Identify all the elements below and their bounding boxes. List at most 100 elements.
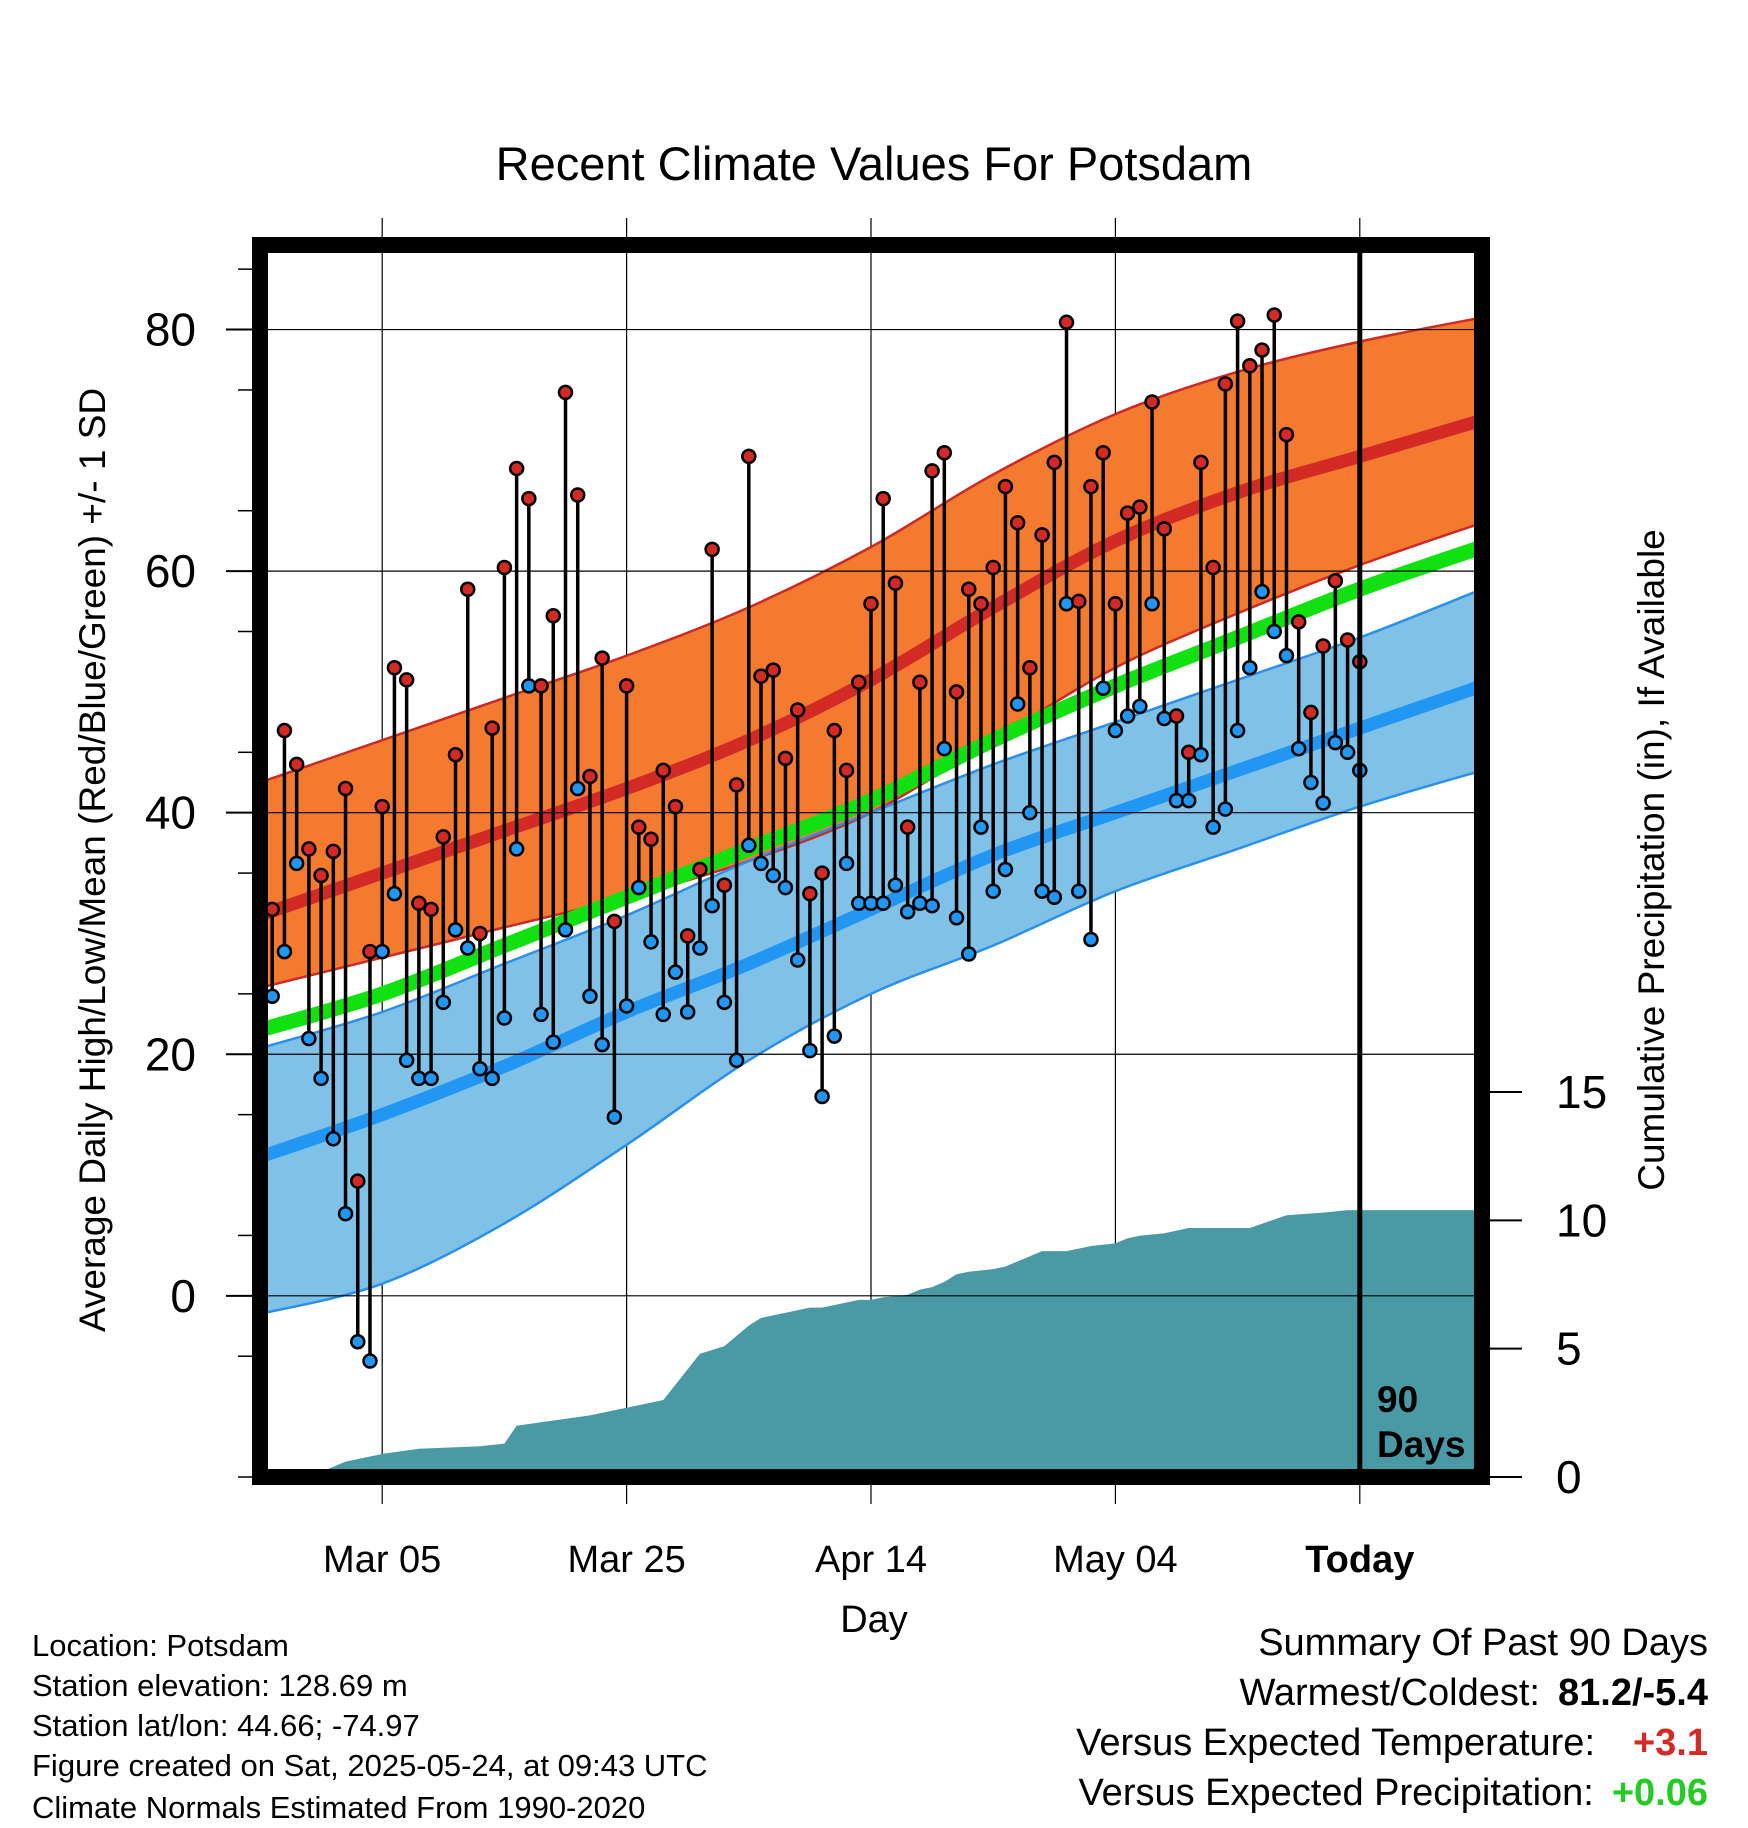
high-point (582, 768, 598, 785)
low-point (533, 1006, 549, 1023)
high-point (508, 460, 525, 477)
high-point (1009, 515, 1026, 531)
low-point (1327, 734, 1344, 751)
low-point (557, 922, 574, 938)
high-point (301, 841, 317, 857)
low-point (924, 897, 940, 914)
summary-warmest-coldest: Warmest/Coldest: 81.2/-5.4 (1239, 1672, 1708, 1715)
low-point (1290, 740, 1307, 757)
high-point (1278, 426, 1295, 443)
low-point (655, 1006, 672, 1023)
low-point (618, 998, 635, 1014)
low-point (1009, 696, 1026, 712)
high-point (276, 722, 293, 739)
low-lower-edge (260, 769, 1482, 1316)
low-point (1315, 795, 1331, 811)
latlon-text: Station lat/lon: 44.66; -74.97 (32, 1708, 420, 1743)
low-point (1303, 774, 1319, 791)
low-point (1254, 583, 1270, 600)
high-point (594, 650, 610, 666)
low-point (1034, 883, 1050, 899)
low-point (386, 885, 403, 902)
high-point (545, 608, 562, 624)
low-point (728, 1052, 745, 1069)
low-point (1217, 801, 1234, 817)
high-point (875, 490, 891, 507)
high-point (716, 877, 733, 893)
low-point (667, 964, 684, 980)
high-point (533, 678, 549, 694)
high-point (655, 762, 672, 779)
low-point (337, 1205, 354, 1222)
low-point (899, 903, 916, 920)
low-point (973, 819, 989, 835)
low-point (826, 1028, 843, 1044)
summary-precipitation: Versus Expected Precipitation: +0.06 (1078, 1772, 1708, 1815)
low-point (1278, 647, 1295, 664)
low-point (472, 1060, 488, 1077)
low-point (741, 837, 757, 854)
low-point (423, 1070, 439, 1087)
low-point (435, 994, 452, 1011)
low-point (631, 879, 647, 896)
chart-title: Recent Climate Values For Potsdam (496, 137, 1253, 190)
high-point (643, 831, 659, 848)
high-point (435, 829, 452, 845)
high-point (1070, 593, 1087, 610)
low-point (288, 855, 305, 872)
high-point (826, 722, 843, 739)
high-point (1058, 314, 1075, 331)
high-point (1266, 307, 1283, 323)
temperature-value: +3.1 (1632, 1722, 1708, 1764)
low-point (459, 940, 476, 956)
low-point (569, 780, 586, 797)
y-tick-label: 0 (170, 1270, 196, 1322)
high-point (1254, 342, 1270, 358)
low-point (1095, 680, 1111, 697)
low-point (1058, 595, 1075, 612)
low-point (716, 994, 733, 1011)
low-point (802, 1042, 818, 1059)
high-point (936, 444, 953, 461)
high-point (459, 581, 476, 597)
high-point (1327, 573, 1344, 589)
low-point (1144, 595, 1160, 612)
high-point (679, 928, 696, 944)
high-point (985, 559, 1001, 576)
low-point (692, 940, 708, 956)
low-point (948, 910, 965, 926)
low-point (1132, 698, 1148, 715)
high-point (1229, 313, 1246, 329)
x-tick-label: Mar 25 (567, 1539, 685, 1581)
high-point (1095, 444, 1111, 461)
temperature-label: Versus Expected Temperature: (1076, 1722, 1595, 1764)
high-point (997, 478, 1014, 495)
x-tick-label: Apr 14 (815, 1539, 927, 1581)
low-point (704, 897, 720, 914)
low-point (887, 877, 904, 893)
high-point (631, 819, 647, 835)
high-point (851, 674, 867, 690)
high-point (398, 672, 415, 688)
low-point (1180, 792, 1197, 809)
low-point (606, 1109, 623, 1125)
location-text: Location: Potsdam (32, 1628, 289, 1663)
normals-text: Climate Normals Estimated From 1990-2020 (32, 1790, 646, 1825)
high-point (1315, 638, 1331, 654)
low-point (496, 1010, 513, 1026)
low-point (1266, 623, 1283, 640)
low-point (1229, 722, 1246, 739)
high-point (1156, 521, 1173, 537)
y-tick-label: 80 (145, 304, 196, 356)
low-point (1046, 889, 1063, 905)
low-point (679, 1004, 696, 1020)
high-point (1217, 376, 1234, 392)
x-axis-label: Day (840, 1599, 908, 1641)
x-tick-label: May 04 (1053, 1539, 1178, 1581)
high-point (423, 901, 439, 918)
low-point (276, 943, 293, 960)
high-point (1168, 708, 1185, 724)
high-point (337, 780, 354, 797)
low-point (936, 740, 953, 757)
high-point (765, 662, 781, 678)
